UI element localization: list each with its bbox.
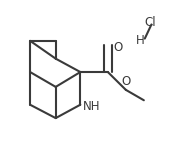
Text: O: O	[121, 75, 130, 88]
Text: O: O	[113, 41, 123, 54]
Text: Cl: Cl	[144, 16, 156, 29]
Text: H: H	[136, 34, 145, 47]
Text: NH: NH	[83, 100, 101, 113]
